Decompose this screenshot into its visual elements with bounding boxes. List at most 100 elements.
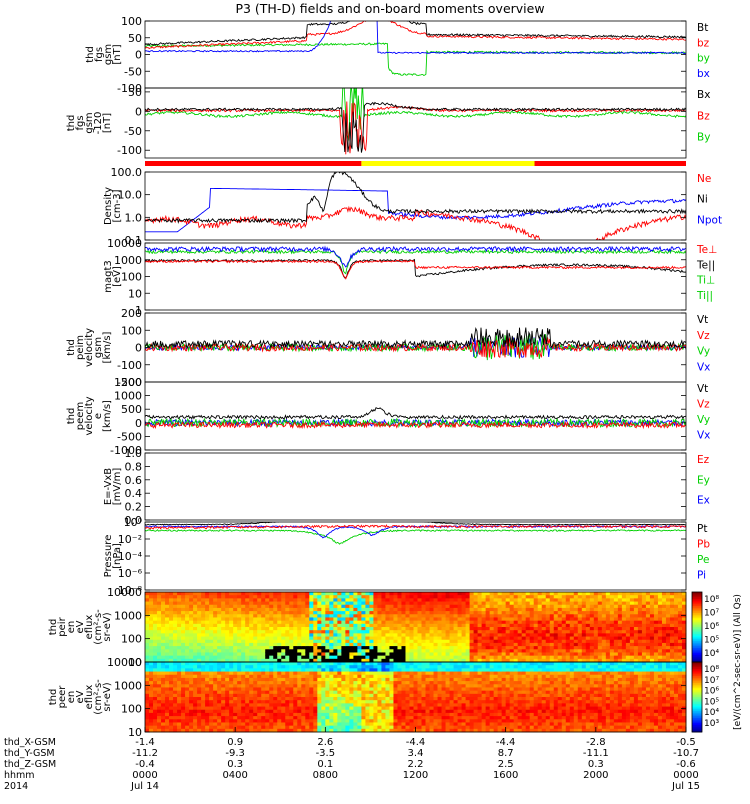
heatmap-cell	[205, 630, 210, 634]
heatmap-cell	[261, 649, 266, 653]
heatmap-cell	[165, 671, 170, 676]
heatmap-cell	[209, 642, 214, 647]
heatmap-cell	[681, 598, 687, 602]
heatmap-cell	[289, 611, 294, 615]
heatmap-cell	[361, 709, 366, 714]
heatmap-cell	[245, 633, 250, 637]
heatmap-cell	[457, 633, 462, 637]
heatmap-cell	[461, 630, 466, 634]
heatmap-cell	[245, 607, 250, 612]
heatmap-cell	[397, 671, 402, 676]
heatmap-cell	[633, 627, 639, 631]
heatmap-cell	[533, 633, 539, 637]
heatmap-cell	[373, 706, 378, 711]
heatmap-cell	[413, 716, 418, 720]
heatmap-cell	[153, 728, 158, 733]
heatmap-cell	[481, 630, 487, 634]
heatmap-cell	[233, 595, 238, 599]
heatmap-cell	[177, 658, 182, 663]
heatmap-cell	[585, 617, 591, 622]
heatmap-cell	[161, 604, 166, 609]
heatmap-cell	[301, 627, 306, 631]
heatmap-cell	[269, 617, 274, 622]
heatmap-cell	[677, 627, 683, 631]
heatmap-cell	[493, 630, 499, 634]
heatmap-cell	[381, 620, 386, 625]
heatmap-cell	[529, 623, 535, 628]
heatmap-cell	[373, 719, 378, 723]
heatmap-cell	[437, 601, 442, 606]
heatmap-cell	[509, 642, 515, 647]
heatmap-cell	[305, 725, 310, 730]
heatmap-cell	[681, 614, 687, 618]
heatmap-cell	[477, 684, 483, 688]
heatmap-cell	[457, 719, 462, 723]
heatmap-cell	[289, 595, 294, 599]
heatmap-cell	[193, 716, 198, 720]
heatmap-cell	[189, 674, 194, 679]
heatmap-cell	[449, 668, 454, 672]
heatmap-cell	[265, 684, 270, 688]
heatmap-cell	[177, 706, 182, 711]
heatmap-cell	[381, 684, 386, 688]
heatmap-cell	[325, 728, 330, 733]
heatmap-cell	[361, 623, 366, 628]
heatmap-cell	[521, 601, 527, 606]
heatmap-cell	[293, 728, 298, 733]
heatmap-cell	[593, 592, 599, 596]
heatmap-cell	[377, 601, 382, 606]
heatmap-cell	[349, 604, 354, 609]
heatmap-cell	[165, 703, 170, 707]
heatmap-cell	[289, 642, 294, 647]
heatmap-cell	[233, 636, 238, 641]
heatmap-cell	[601, 652, 607, 657]
heatmap-cell	[285, 636, 290, 641]
heatmap-cell	[537, 607, 543, 612]
heatmap-cell	[373, 592, 378, 596]
heatmap-cell	[473, 655, 479, 660]
heatmap-cell	[257, 687, 262, 692]
heatmap-cell	[277, 592, 282, 596]
heatmap-cell	[397, 636, 402, 641]
heatmap-cell	[349, 642, 354, 647]
heatmap-cell	[153, 690, 158, 695]
heatmap-cell	[281, 592, 286, 596]
heatmap-cell	[641, 620, 647, 625]
heatmap-cell	[553, 649, 559, 653]
heatmap-cell	[409, 700, 414, 704]
heatmap-cell	[309, 642, 314, 647]
heatmap-cell	[349, 620, 354, 625]
heatmap-cell	[177, 662, 182, 666]
heatmap-cell	[169, 636, 174, 641]
heatmap-cell	[241, 592, 246, 596]
heatmap-cell	[157, 706, 162, 711]
heatmap-cell	[269, 706, 274, 711]
heatmap-cell	[625, 592, 631, 596]
heatmap-cell	[309, 620, 314, 625]
heatmap-cell	[497, 677, 503, 682]
heatmap-cell	[397, 690, 402, 695]
heatmap-cell	[149, 607, 154, 612]
heatmap-cell	[229, 620, 234, 625]
heatmap-cell	[605, 630, 611, 634]
heatmap-cell	[461, 674, 466, 679]
heatmap-cell	[209, 636, 214, 641]
heatmap-cell	[249, 725, 254, 730]
heatmap-cell	[645, 652, 651, 657]
heatmap-cell	[473, 649, 479, 653]
heatmap-cell	[189, 633, 194, 637]
heatmap-cell	[253, 611, 258, 615]
heatmap-cell	[585, 620, 591, 625]
heatmap-cell	[221, 728, 226, 733]
heatmap-cell	[381, 646, 386, 650]
heatmap-cell	[469, 728, 475, 733]
heatmap-cell	[269, 623, 274, 628]
heatmap-cell	[337, 671, 342, 676]
heatmap-cell	[293, 617, 298, 622]
heatmap-cell	[445, 668, 450, 672]
heatmap-cell	[501, 677, 507, 682]
heatmap-cell	[225, 633, 230, 637]
heatmap-cell	[581, 607, 587, 612]
heatmap-cell	[377, 674, 382, 679]
heatmap-cell	[301, 703, 306, 707]
